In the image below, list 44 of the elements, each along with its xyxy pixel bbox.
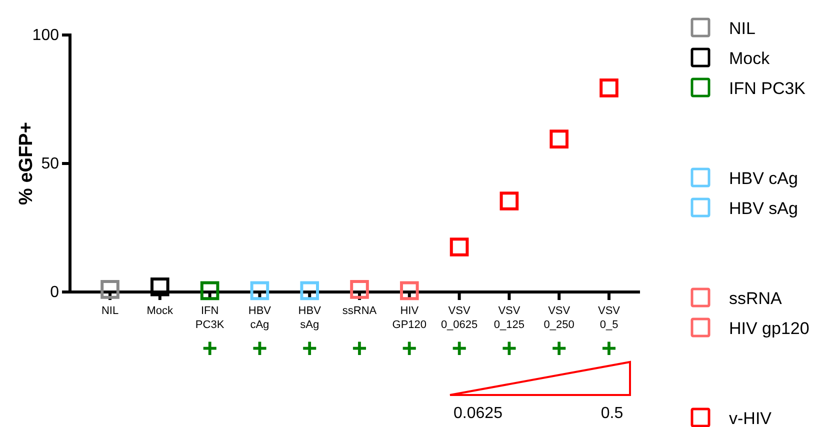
legend-label: v-HIV bbox=[729, 409, 772, 427]
point bbox=[100, 280, 120, 299]
point bbox=[450, 238, 469, 256]
legend-label: Mock bbox=[729, 49, 770, 68]
point bbox=[400, 281, 419, 300]
x-tick-label: VSV 0_250 bbox=[544, 305, 574, 331]
y-tick-label: 0 bbox=[50, 284, 60, 302]
text: + bbox=[502, 333, 517, 363]
point bbox=[350, 280, 369, 299]
x-tick-label: VSV 0_5 bbox=[598, 305, 621, 331]
y-tick-label: 50 bbox=[41, 156, 60, 173]
x-tick-label: IFN PC3K bbox=[195, 305, 225, 331]
y-tick-label: 100 bbox=[32, 27, 60, 44]
text: + bbox=[601, 333, 617, 363]
legend-label: HIV gp120 bbox=[729, 319, 810, 338]
x-tick-label: HBV cAg bbox=[248, 305, 272, 331]
y-axis-title: % eGFP+ bbox=[16, 122, 37, 205]
text: 0.0625 bbox=[454, 405, 503, 422]
legend-label: HBV sAg bbox=[729, 199, 798, 218]
text: + bbox=[252, 333, 268, 363]
text: + bbox=[302, 333, 318, 363]
point bbox=[300, 281, 320, 300]
x-tick-label: HBV sAg bbox=[298, 305, 322, 331]
x-tick-label: HIV GP120 bbox=[392, 305, 427, 331]
legend-label: HBV cAg bbox=[729, 169, 798, 188]
x-tick-label: Mock bbox=[146, 305, 174, 317]
point bbox=[200, 281, 220, 300]
legend-label: IFN PC3K bbox=[729, 79, 806, 98]
point bbox=[500, 192, 519, 210]
x-tick-label: VSV 0_125 bbox=[494, 305, 524, 331]
x-tick-label: NIL bbox=[101, 305, 119, 317]
text: + bbox=[202, 333, 218, 363]
point bbox=[600, 78, 618, 98]
text: + bbox=[352, 333, 368, 363]
point bbox=[250, 281, 270, 300]
legend-label: NIL bbox=[729, 19, 756, 38]
x-tick-label: VSV 0_0625 bbox=[440, 305, 478, 331]
text: + bbox=[402, 333, 417, 363]
text: + bbox=[552, 333, 567, 363]
text: 0.5 bbox=[600, 405, 624, 422]
x-tick-label: ssRNA bbox=[342, 305, 378, 317]
point bbox=[150, 277, 170, 296]
point bbox=[550, 130, 569, 148]
text: + bbox=[452, 333, 467, 363]
